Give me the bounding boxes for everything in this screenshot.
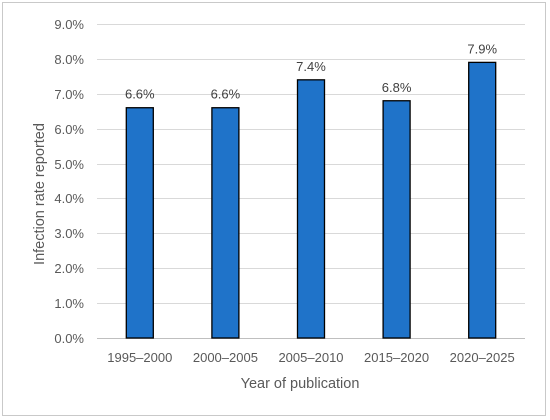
- y-tick-label: 0.0%: [54, 331, 84, 346]
- bar: [468, 61, 497, 339]
- bar: [125, 107, 154, 339]
- chart-frame: [2, 2, 546, 416]
- y-tick-label: 2.0%: [54, 261, 84, 276]
- y-tick-label: 8.0%: [54, 52, 84, 67]
- data-label: 7.4%: [296, 59, 326, 74]
- bar: [211, 107, 240, 339]
- y-axis-ticks: 0.0% 1.0% 2.0% 3.0% 4.0% 5.0% 6.0% 7.0% 8.0% 9.0%: [54, 17, 84, 346]
- y-axis-title: Infection rate reported: [32, 123, 48, 265]
- y-tick-label: 4.0%: [54, 191, 84, 206]
- x-axis-title: Year of publication: [241, 376, 360, 392]
- y-tick-label: 7.0%: [54, 87, 84, 102]
- y-tick-label: 9.0%: [54, 17, 84, 32]
- data-label: 7.9%: [467, 41, 497, 56]
- x-tick-label: 2005–2010: [278, 350, 343, 365]
- x-axis-ticks: 1995–2000 2000–2005 2005–2010 2015–2020 2020…: [107, 350, 514, 365]
- bars: [125, 61, 497, 339]
- x-tick-label: 2020–2025: [450, 350, 515, 365]
- data-label: 6.6%: [211, 87, 241, 102]
- data-label: 6.8%: [382, 80, 412, 95]
- data-label: 6.6%: [125, 87, 155, 102]
- gridlines: [97, 24, 525, 339]
- y-tick-label: 3.0%: [54, 226, 84, 241]
- y-tick-label: 5.0%: [54, 157, 84, 172]
- bar: [296, 79, 326, 339]
- data-labels: 6.6% 6.6% 7.4% 6.8% 7.9%: [125, 41, 497, 101]
- x-tick-label: 2000–2005: [193, 350, 258, 365]
- y-tick-label: 6.0%: [54, 122, 84, 137]
- x-tick-label: 1995–2000: [107, 350, 172, 365]
- x-tick-label: 2015–2020: [364, 350, 429, 365]
- y-tick-label: 1.0%: [54, 296, 84, 311]
- bar: [382, 100, 411, 339]
